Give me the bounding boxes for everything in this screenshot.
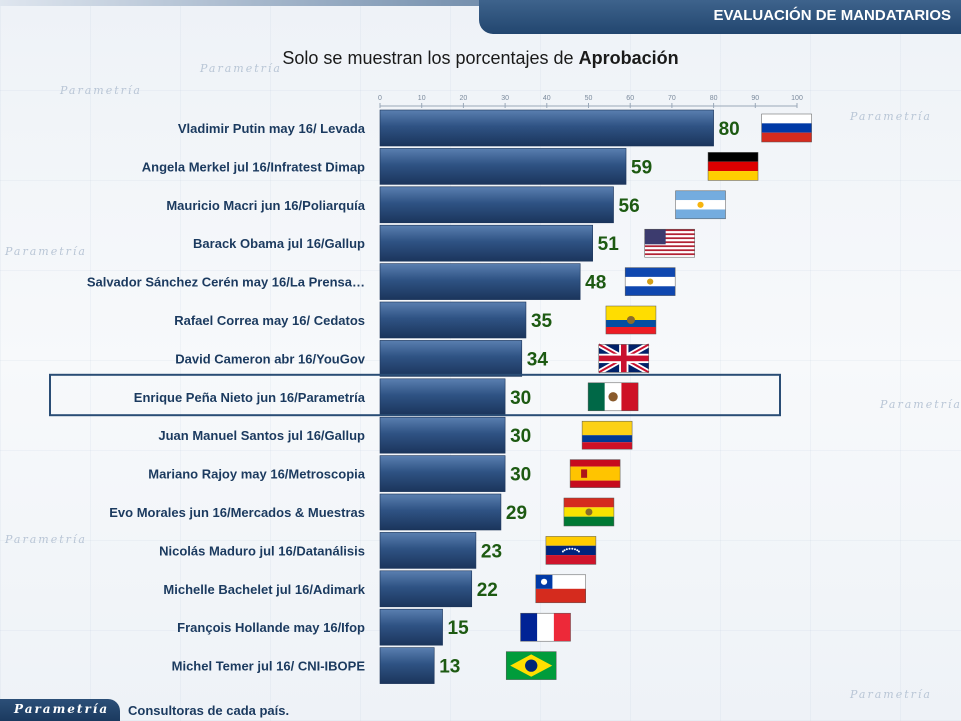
usa-flag-icon: [644, 228, 695, 258]
value-label: 34: [527, 349, 549, 370]
x-tick-label: 40: [543, 95, 551, 102]
x-tick-label: 0: [378, 95, 382, 102]
bar: [379, 455, 506, 492]
category-label: Angela Merkel jul 16/Infratest Dimap: [142, 159, 365, 174]
watermark: Parametría: [60, 84, 142, 97]
x-tick-label: 100: [791, 95, 803, 102]
russia-flag-icon: [761, 113, 812, 143]
bolivia-flag-icon: [563, 497, 615, 527]
x-tick-label: 90: [751, 95, 759, 102]
x-tick-label: 10: [418, 95, 426, 102]
value-label: 13: [439, 657, 460, 678]
category-label: Mariano Rajoy may 16/Metroscopia: [148, 467, 366, 482]
watermark: Parametría: [200, 62, 282, 75]
category-label: Evo Morales jun 16/Mercados & Muestras: [109, 505, 365, 520]
x-tick-label: 70: [668, 95, 676, 102]
x-tick-label: 50: [585, 95, 593, 102]
bar: [379, 224, 593, 262]
watermark: Parametría: [5, 533, 87, 546]
germany-flag-icon: [707, 152, 759, 181]
value-label: 51: [598, 234, 620, 255]
category-label: Mauricio Macri jun 16/Poliarquía: [166, 198, 365, 213]
x-tick-label: 30: [501, 95, 509, 102]
uk-flag-icon: [597, 341, 651, 375]
category-label: François Hollande may 16/Ifop: [177, 620, 365, 635]
x-tick-label: 60: [626, 95, 634, 102]
watermark: Parametría: [850, 688, 932, 701]
bar: [379, 148, 627, 185]
category-label: Michel Temer jul 16/ CNI-IBOPE: [172, 659, 366, 674]
category-label: Nicolás Maduro jul 16/Datanálisis: [159, 543, 365, 558]
highlight-box: [49, 373, 781, 417]
category-label: David Cameron abr 16/YouGov: [175, 351, 366, 366]
bar: [379, 570, 473, 608]
value-label: 15: [448, 618, 470, 639]
watermark: Parametría: [850, 110, 932, 123]
subtitle-bold: Aprobación: [578, 48, 679, 68]
value-label: 56: [619, 196, 640, 217]
chart-subtitle: Solo se muestran los porcentajes de Apro…: [0, 48, 961, 69]
category-label: Enrique Peña Nieto jun 16/Parametría: [134, 390, 366, 405]
bar: [379, 301, 527, 339]
argentina-flag-icon: [675, 190, 726, 220]
header-bar: EVALUACIÓN DE MANDATARIOS: [0, 0, 961, 34]
footer-note: Consultoras de cada país.: [128, 703, 290, 718]
category-label: Barack Obama jul 16/Gallup: [193, 236, 365, 251]
spain-flag-icon: [569, 459, 621, 488]
bar: [379, 416, 506, 454]
value-label: 30: [510, 465, 531, 486]
ecuador-flag-icon: [605, 305, 657, 335]
bar: [379, 186, 614, 224]
colombia-flag-icon: [581, 420, 633, 450]
page-title: EVALUACIÓN DE MANDATARIOS: [713, 7, 952, 24]
brazil-flag-icon: [505, 651, 557, 680]
bar: [379, 263, 581, 300]
category-label: Rafael Correa may 16/ Cedatos: [174, 313, 365, 328]
bar: [379, 532, 477, 569]
value-label: 48: [585, 273, 606, 294]
value-label: 59: [631, 157, 652, 178]
x-tick-label: 80: [710, 95, 718, 102]
bar: [379, 493, 502, 531]
bar: [379, 608, 443, 646]
watermark: Parametría: [5, 245, 87, 258]
header-tab: EVALUACIÓN DE MANDATARIOS: [479, 0, 961, 34]
category-label: Vladimir Putin may 16/ Levada: [178, 121, 366, 136]
category-label: Salvador Sánchez Cerén may 16/La Prensa…: [87, 275, 365, 290]
value-label: 30: [510, 388, 531, 409]
bar: [379, 647, 435, 684]
x-tick-label: 20: [460, 95, 468, 102]
france-flag-icon: [520, 612, 571, 642]
parametria-logo: Parametría: [0, 699, 120, 721]
category-label: Michelle Bachelet jul 16/Adimark: [163, 582, 365, 597]
value-label: 22: [477, 580, 498, 601]
subtitle-prefix: Solo se muestran los porcentajes de: [282, 48, 579, 68]
el-salvador-flag-icon: [624, 267, 676, 296]
watermark: Parametría: [880, 398, 961, 411]
bar: [379, 340, 523, 377]
value-label: 30: [510, 426, 531, 447]
bar: [379, 109, 714, 147]
mexico-flag-icon: [587, 382, 639, 412]
value-label: 80: [719, 119, 740, 140]
value-label: 35: [531, 311, 553, 332]
category-label: Juan Manuel Santos jul 16/Gallup: [158, 428, 365, 443]
bar: [379, 378, 506, 416]
chile-flag-icon: [535, 574, 586, 604]
venezuela-flag-icon: [545, 536, 597, 565]
value-label: 29: [506, 503, 527, 524]
value-label: 23: [481, 541, 502, 562]
